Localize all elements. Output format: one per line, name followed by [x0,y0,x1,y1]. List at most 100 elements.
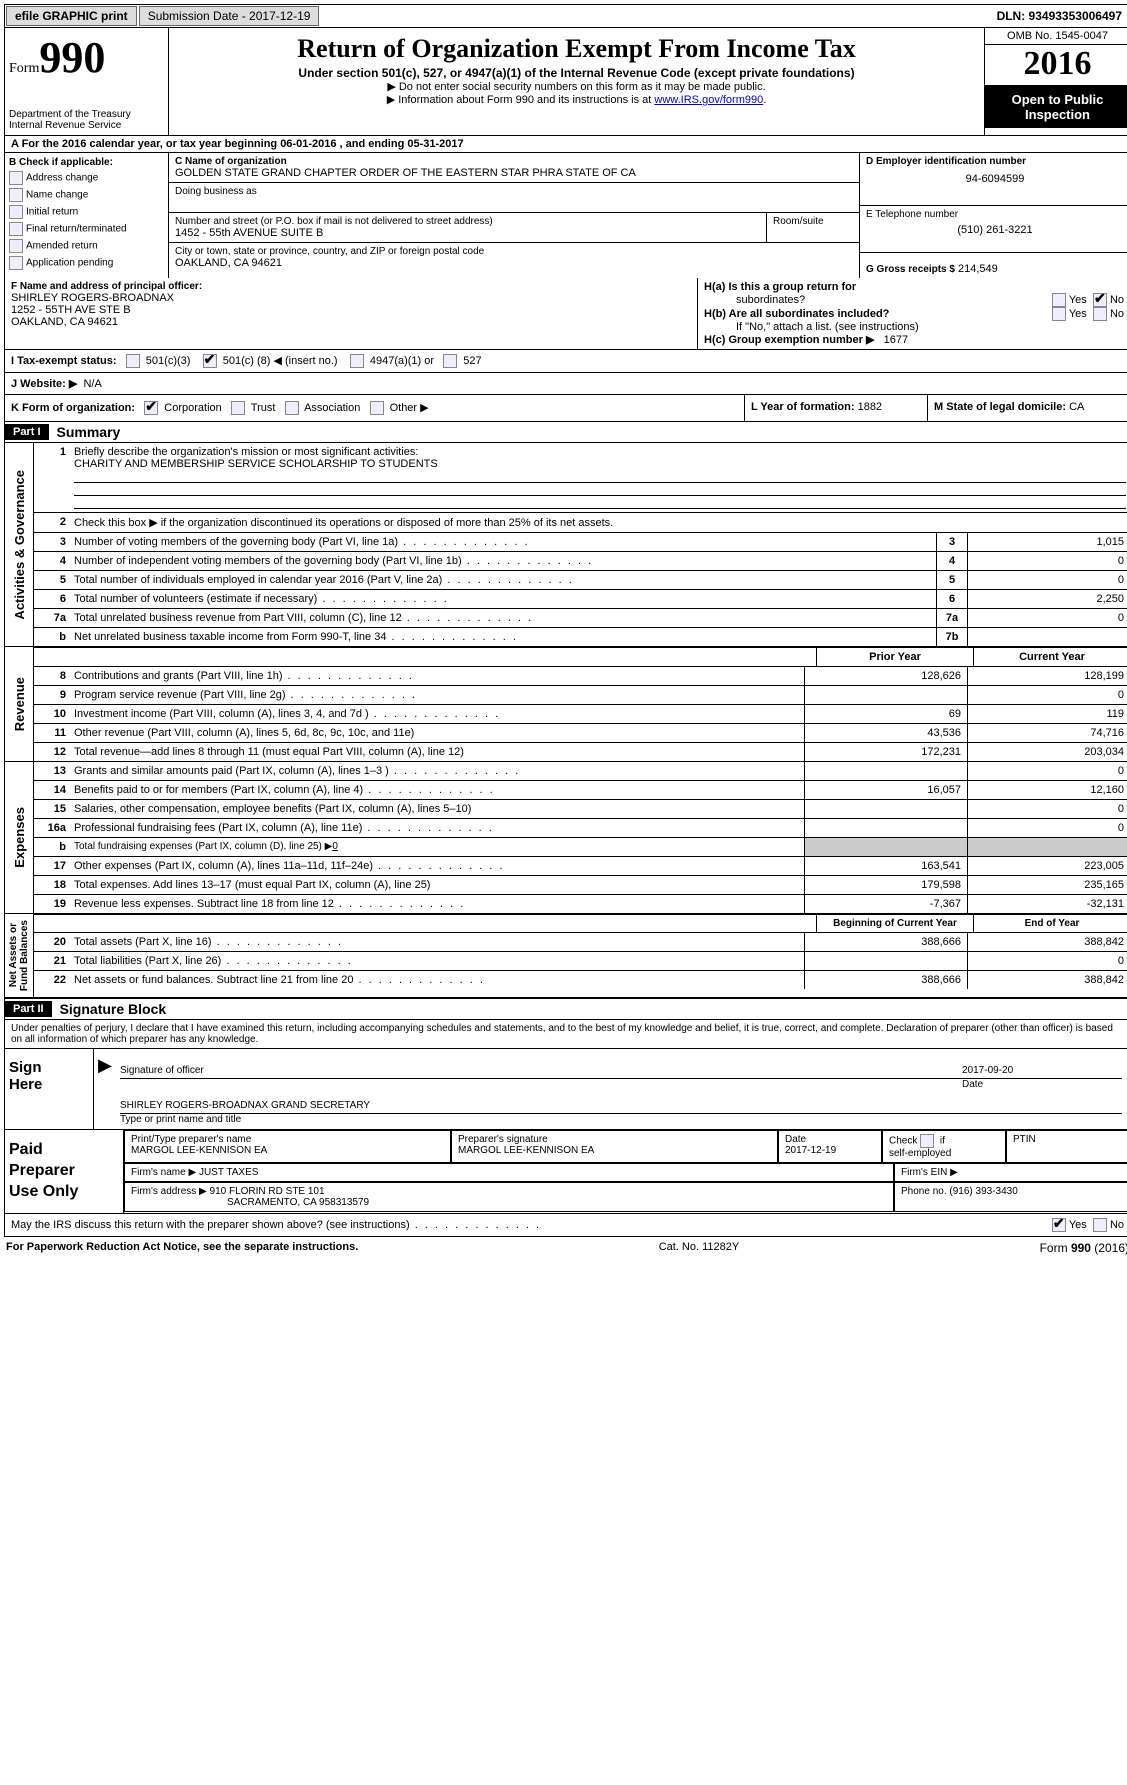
col-prior-year: Prior Year [816,648,973,666]
tax-year: 2016 [985,45,1127,86]
hb-yes[interactable] [1052,307,1066,321]
officer-name: SHIRLEY ROGERS-BROADNAX [11,292,691,304]
section-a-tax-year: A For the 2016 calendar year, or tax yea… [4,136,1127,153]
val-7b [967,628,1127,646]
ha-yes[interactable] [1052,293,1066,307]
street-label: Number and street (or P.O. box if mail i… [175,216,760,227]
sign-here-block: Sign Here ▶ Signature of officer 2017-09… [4,1049,1127,1130]
omb-number: OMB No. 1545-0047 [985,28,1127,45]
val-7a: 0 [967,609,1127,627]
part-i-header: Part I Summary [4,422,1127,443]
side-label-gov: Activities & Governance [10,464,29,626]
side-label-exp: Expenses [10,801,29,874]
paperwork-notice: For Paperwork Reduction Act Notice, see … [6,1241,358,1255]
year-formation: 1882 [858,401,882,413]
room-suite-label: Room/suite [767,213,859,242]
officer-addr2: OAKLAND, CA 94621 [11,316,691,328]
side-label-na: Net Assets or Fund Balances [6,914,32,997]
val-5: 0 [967,571,1127,589]
expenses-section: Expenses 13Grants and similar amounts pa… [4,762,1127,914]
gross-receipts-label: G Gross receipts $ [866,264,955,275]
sign-here-label: Sign Here [5,1049,94,1129]
officer-addr1: 1252 - 55TH AVE STE B [11,304,691,316]
paid-preparer-label: Paid Preparer Use Only [5,1130,124,1212]
col-current-year: Current Year [973,648,1127,666]
irs-link[interactable]: www.IRS.gov/form990 [654,94,763,106]
open-to-public: Open to PublicInspection [985,86,1127,128]
page-footer: For Paperwork Reduction Act Notice, see … [4,1237,1127,1259]
chk-trust[interactable] [231,401,245,415]
phone-label: E Telephone number [866,209,1124,220]
side-label-rev: Revenue [10,671,29,737]
state-domicile: CA [1069,401,1084,413]
org-name: GOLDEN STATE GRAND CHAPTER ORDER OF THE … [175,167,853,179]
chk-association[interactable] [285,401,299,415]
form-note-info: ▶ Information about Form 990 and its ins… [177,93,976,106]
submission-date: Submission Date - 2017-12-19 [139,6,320,26]
val-4: 0 [967,552,1127,570]
ha-no[interactable] [1093,293,1107,307]
arrow-icon: ▶ [94,1049,112,1129]
chk-501c3[interactable] [126,354,140,368]
chk-initial-return[interactable]: Initial return [9,205,164,219]
form-header: Form990 Department of the Treasury Inter… [4,28,1127,136]
chk-527[interactable] [443,354,457,368]
sig-officer-label: Signature of officer [120,1065,962,1076]
mission-text: CHARITY AND MEMBERSHIP SERVICE SCHOLARSH… [74,458,438,470]
ha-label: H(a) Is this a group return for [704,281,856,293]
activities-governance: Activities & Governance 1 Briefly descri… [4,443,1127,647]
discuss-yes[interactable] [1052,1218,1066,1232]
city-label: City or town, state or province, country… [175,246,853,257]
chk-amended-return[interactable]: Amended return [9,239,164,253]
phone-value: (510) 261-3221 [866,220,1124,236]
entity-info-grid: B Check if applicable: Address change Na… [4,153,1127,278]
chk-application-pending[interactable]: Application pending [9,256,164,270]
chk-other[interactable] [370,401,384,415]
hb-no[interactable] [1093,307,1107,321]
org-name-label: C Name of organization [175,156,853,167]
top-bar: efile GRAPHIC print Submission Date - 20… [4,4,1127,28]
ha-sub: subordinates? [704,294,1052,306]
sig-name-label: Type or print name and title [120,1114,1122,1125]
officer-group-row: F Name and address of principal officer:… [4,278,1127,350]
revenue-section: Revenue Prior YearCurrent Year 8Contribu… [4,647,1127,762]
sig-date-value: 2017-09-20 [962,1065,1122,1076]
chk-address-change[interactable]: Address change [9,171,164,185]
box-b-label: B Check if applicable: [9,157,164,168]
row-i-tax-exempt: I Tax-exempt status: 501(c)(3) 501(c) (8… [4,350,1127,373]
form-number: 990 [39,33,105,82]
chk-4947[interactable] [350,354,364,368]
cat-no: Cat. No. 11282Y [358,1241,1039,1255]
chk-501c[interactable] [203,354,217,368]
ein-label: D Employer identification number [866,156,1124,167]
form-title: Return of Organization Exempt From Incom… [177,34,976,64]
officer-label: F Name and address of principal officer: [11,281,691,292]
chk-corporation[interactable] [144,401,158,415]
val-6: 2,250 [967,590,1127,608]
form-note-ssn: ▶ Do not enter social security numbers o… [177,80,976,93]
hb-label: H(b) Are all subordinates included? [704,308,889,320]
chk-final-return[interactable]: Final return/terminated [9,222,164,236]
website-value: N/A [83,378,101,390]
chk-self-employed[interactable] [920,1134,934,1148]
street-address: 1452 - 55th AVENUE SUITE B [175,227,760,239]
dba-label: Doing business as [175,186,853,197]
irs-label: Internal Revenue Service [9,120,164,131]
part-ii-header: Part II Signature Block [4,998,1127,1020]
row-j-website: J Website: ▶ N/A [4,373,1127,395]
ein-value: 94-6094599 [866,167,1124,185]
paid-preparer-block: Paid Preparer Use Only Print/Type prepar… [4,1130,1127,1213]
sig-officer-name: SHIRLEY ROGERS-BROADNAX GRAND SECRETARY [120,1100,370,1111]
discuss-no[interactable] [1093,1218,1107,1232]
efile-print-button[interactable]: efile GRAPHIC print [6,6,137,26]
val-3: 1,015 [967,533,1127,551]
city-state-zip: OAKLAND, CA 94621 [175,257,853,269]
chk-name-change[interactable]: Name change [9,188,164,202]
hb-note: If "No," attach a list. (see instruction… [704,321,1124,333]
dln: DLN: 93493353006497 [989,7,1127,25]
form-subtitle: Under section 501(c), 527, or 4947(a)(1)… [177,66,976,80]
hc-label: H(c) Group exemption number ▶ [704,334,874,346]
dept-treasury: Department of the Treasury [9,109,164,120]
form-label: Form990 [9,32,164,83]
gross-receipts-value: 214,549 [958,263,998,275]
